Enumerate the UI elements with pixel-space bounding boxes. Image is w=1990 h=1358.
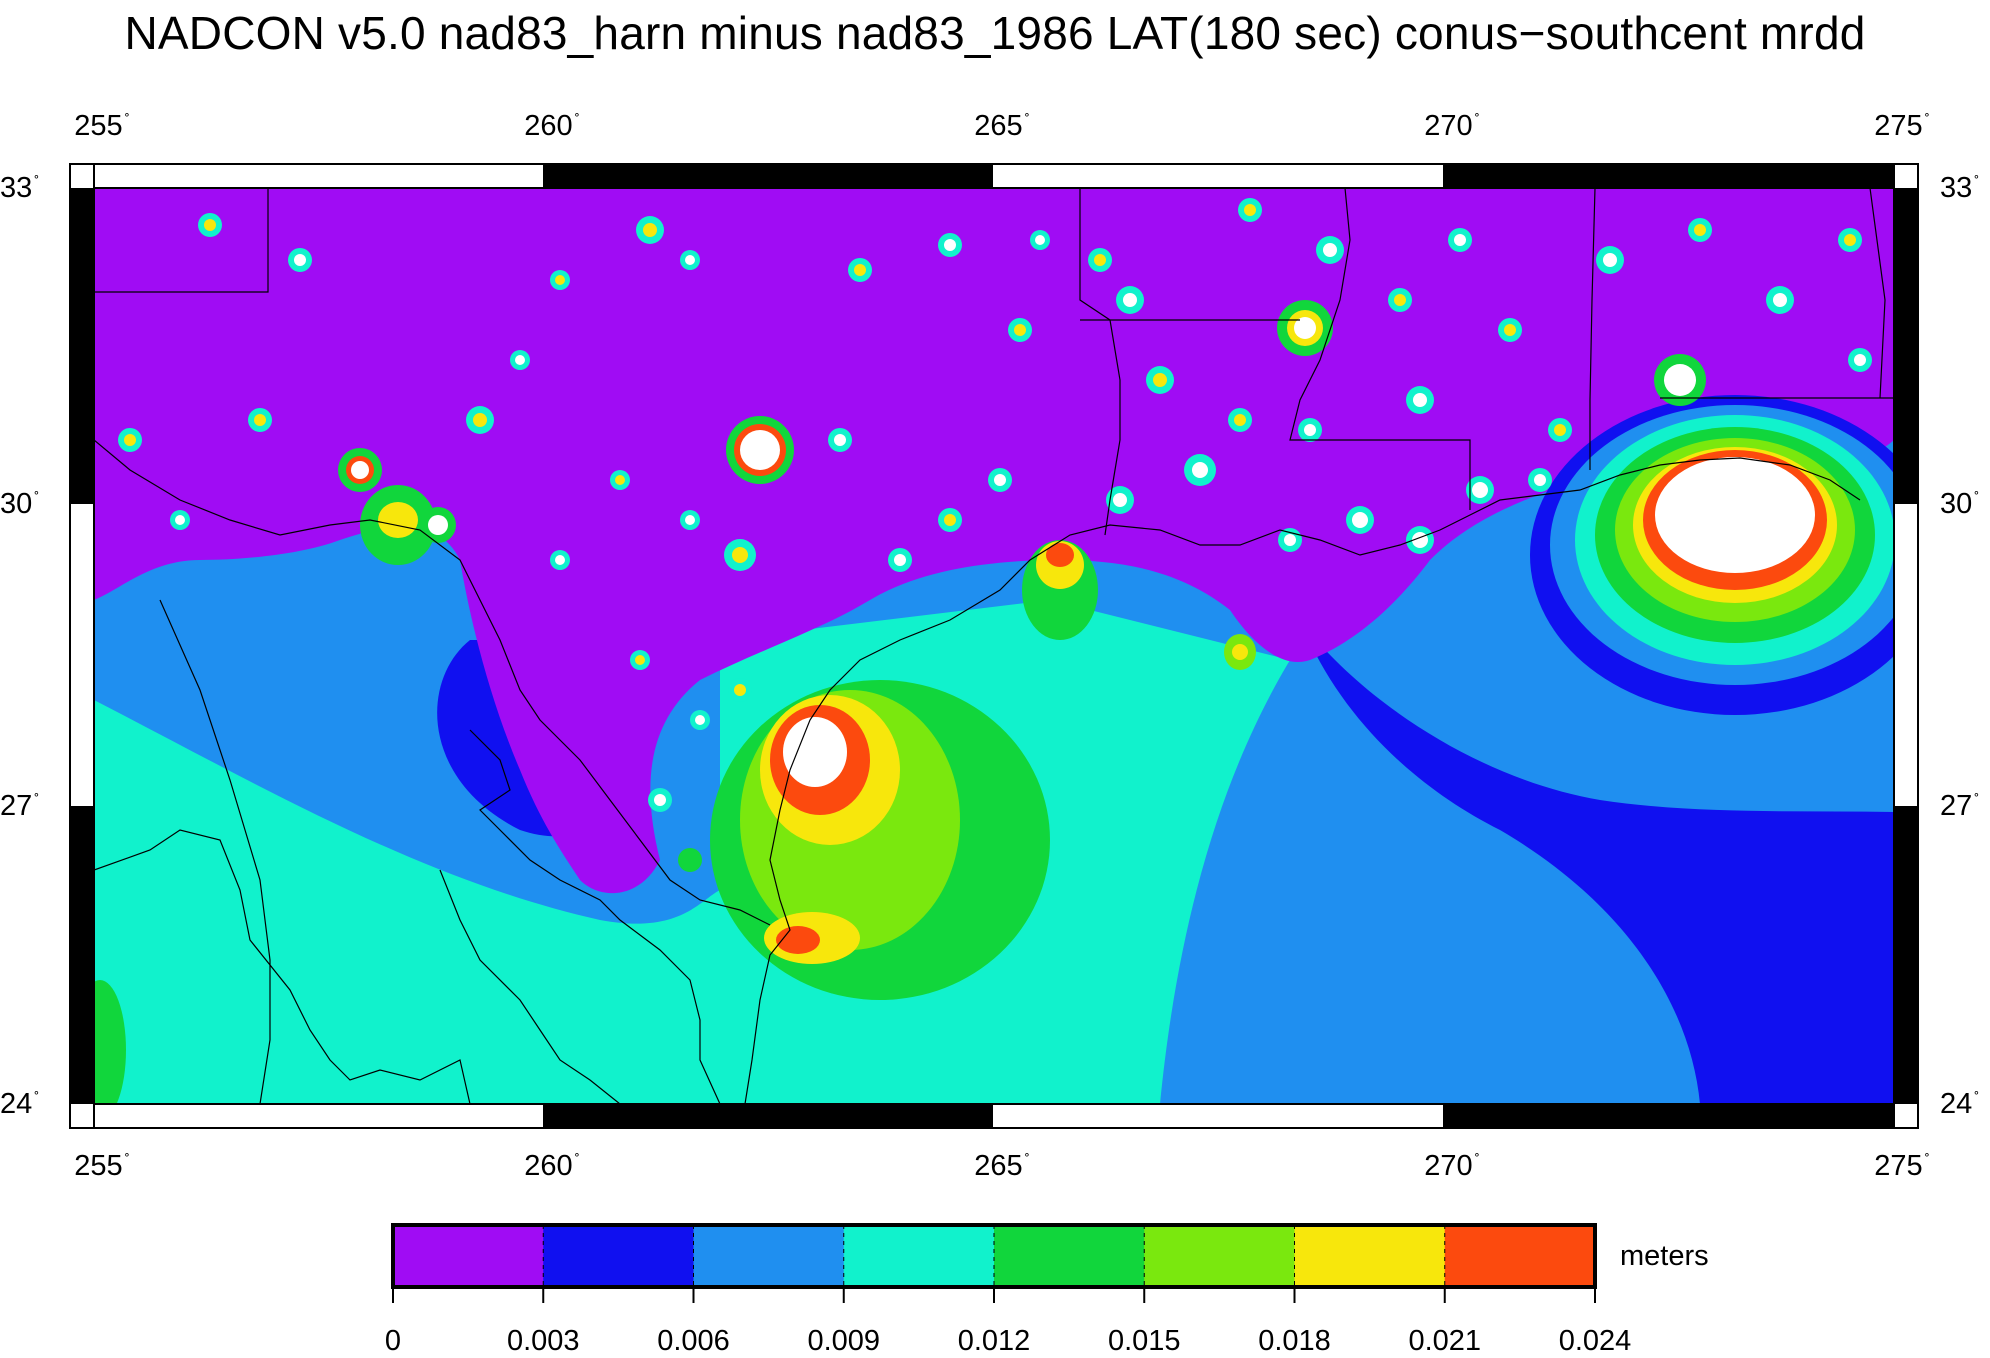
colorbar-tick-label: 0.015 — [1107, 1325, 1181, 1357]
rio-grande — [94, 439, 771, 926]
y-tick-left-24: 24 ˚ — [0, 1088, 40, 1120]
x-tick-bottom-255: 255 ˚ — [74, 1150, 130, 1182]
mexico-state-line-2 — [94, 829, 471, 1104]
y-tick-left-33: 33 ˚ — [0, 172, 40, 204]
colorbar-tick-label: 0 — [384, 1325, 402, 1357]
y-tick-right-33: 33 ˚ — [1940, 172, 1980, 204]
colorbar-tick-label: 0.006 — [657, 1325, 730, 1357]
colorbar-swatch-0 — [393, 1225, 544, 1287]
colorbar-swatch-6 — [1294, 1225, 1446, 1287]
field-rio-grande-yellow — [378, 502, 418, 538]
colorbar-swatch-1 — [543, 1225, 694, 1287]
colorbar-swatch-5 — [1144, 1225, 1295, 1287]
field-coast-white — [783, 717, 847, 787]
colorbar-swatch-3 — [843, 1225, 995, 1287]
colorbar-unit-label: meters — [1620, 1240, 1709, 1272]
y-tick-left-30: 30 ˚ — [0, 488, 40, 520]
colorbar-tick-label: 0.021 — [1408, 1325, 1482, 1357]
map-plot-area — [94, 188, 1894, 1104]
x-tick-top-255: 255 ˚ — [74, 110, 130, 142]
x-tick-bottom-275: 275 ˚ — [1874, 1150, 1930, 1182]
alabama-georgia-line — [1869, 188, 1886, 399]
x-tick-bottom-260: 260 ˚ — [524, 1150, 580, 1182]
field-fl-white — [1655, 457, 1815, 573]
hotspots — [118, 198, 1872, 872]
y-tick-right-30: 30 ˚ — [1940, 488, 1980, 520]
colorbar-tick-label: 0.012 — [957, 1325, 1031, 1357]
mexico-state-line-3 — [469, 729, 721, 1104]
colorbar-tick-label: 0.024 — [1558, 1325, 1632, 1357]
x-tick-top-275: 275 ˚ — [1874, 110, 1930, 142]
field-darkblue-east — [1300, 620, 1894, 1104]
louisiana-mississippi-line — [1289, 188, 1471, 510]
mississippi-alabama-line — [1589, 188, 1596, 470]
x-tick-bottom-270: 270 ˚ — [1424, 1150, 1480, 1182]
boundary-lines — [94, 188, 1894, 1104]
field-west-edge-green — [94, 980, 126, 1104]
coastline — [744, 457, 1861, 1104]
colorbar — [391, 1223, 1597, 1303]
x-tick-top-260: 260 ˚ — [524, 110, 580, 142]
mexico-state-line-1 — [159, 599, 271, 1104]
texas-louisiana-line — [1079, 188, 1121, 536]
colorbar-swatch-2 — [693, 1225, 845, 1287]
colorbar-tick-label: 0.018 — [1258, 1325, 1331, 1357]
mexico-state-line-4 — [439, 869, 621, 1104]
x-tick-top-270: 270 ˚ — [1424, 110, 1480, 142]
field-purple-land — [94, 188, 1894, 894]
nm-texas-line — [94, 188, 269, 293]
colorbar-tick-label: 0.009 — [807, 1325, 881, 1357]
field-galveston-orange — [1046, 543, 1074, 567]
y-tick-right-27: 27 ˚ — [1940, 790, 1980, 822]
colorbar-swatch-4 — [994, 1225, 1145, 1287]
x-tick-top-265: 265 ˚ — [974, 110, 1030, 142]
y-tick-right-24: 24 ˚ — [1940, 1088, 1980, 1120]
map-frame — [69, 163, 1919, 1129]
colorbar-swatch-7 — [1444, 1225, 1596, 1287]
colorbar-tick-label: 0.003 — [506, 1325, 580, 1357]
y-tick-left-27: 27 ˚ — [0, 790, 40, 822]
page-title: NADCON v5.0 nad83_harn minus nad83_1986 … — [124, 7, 1866, 59]
x-tick-bottom-265: 265 ˚ — [974, 1150, 1030, 1182]
field-cyan-west — [94, 700, 760, 1104]
